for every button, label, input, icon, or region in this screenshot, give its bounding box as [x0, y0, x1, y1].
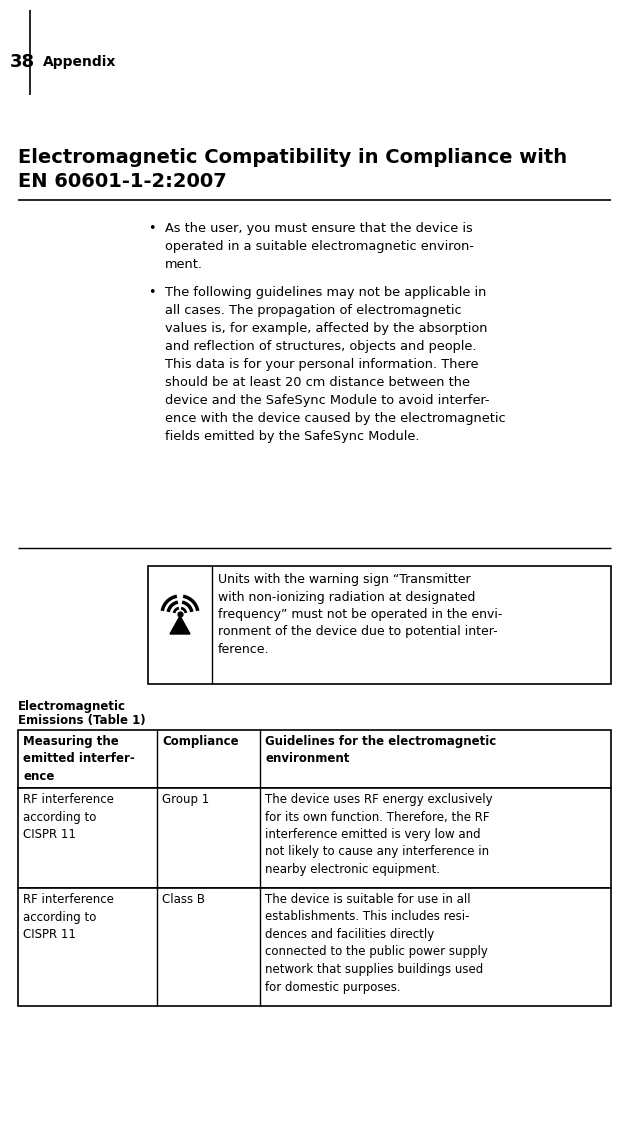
- Text: The device is suitable for use in all
establishments. This includes resi-
dences: The device is suitable for use in all es…: [265, 893, 488, 993]
- Text: Units with the warning sign “Transmitter
with non-ionizing radiation at designat: Units with the warning sign “Transmitter…: [218, 573, 503, 656]
- Bar: [18, 788, 611, 888]
- Text: The device uses RF energy exclusively
for its own function. Therefore, the RF
in: The device uses RF energy exclusively fo…: [265, 793, 493, 876]
- Bar: [148, 566, 611, 684]
- Text: Measuring the
emitted interfer-
ence: Measuring the emitted interfer- ence: [23, 735, 135, 783]
- Text: Guidelines for the electromagnetic
environment: Guidelines for the electromagnetic envir…: [265, 735, 496, 766]
- Text: Class B: Class B: [162, 893, 205, 906]
- Text: Emissions (Table 1): Emissions (Table 1): [18, 714, 146, 727]
- Text: Group 1: Group 1: [162, 793, 209, 806]
- Text: Appendix: Appendix: [43, 55, 116, 69]
- Bar: [18, 730, 611, 788]
- Text: EN 60601-1-2:2007: EN 60601-1-2:2007: [18, 171, 226, 191]
- Text: RF interference
according to
CISPR 11: RF interference according to CISPR 11: [23, 893, 114, 941]
- Text: As the user, you must ensure that the device is
operated in a suitable electroma: As the user, you must ensure that the de…: [165, 222, 474, 271]
- Bar: [18, 888, 611, 1006]
- Polygon shape: [170, 616, 190, 634]
- Text: Electromagnetic: Electromagnetic: [18, 700, 126, 713]
- Text: Electromagnetic Compatibility in Compliance with: Electromagnetic Compatibility in Complia…: [18, 147, 567, 167]
- Text: •: •: [148, 286, 155, 299]
- Text: RF interference
according to
CISPR 11: RF interference according to CISPR 11: [23, 793, 114, 841]
- Text: Compliance: Compliance: [162, 735, 238, 748]
- Text: The following guidelines may not be applicable in
all cases. The propagation of : The following guidelines may not be appl…: [165, 286, 506, 443]
- Text: •: •: [148, 222, 155, 235]
- Text: 38: 38: [10, 53, 35, 71]
